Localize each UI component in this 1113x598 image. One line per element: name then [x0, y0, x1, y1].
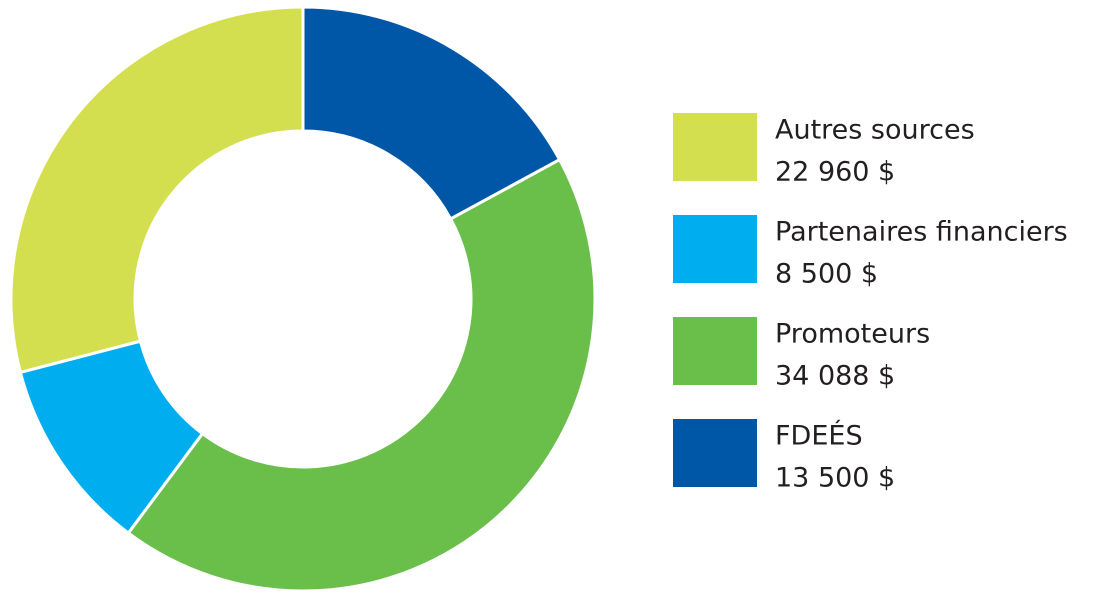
- donut-slice: [9, 5, 305, 375]
- legend-value: 8 500 $: [775, 259, 878, 290]
- legend-swatch: [673, 419, 757, 487]
- legend-value: 22 960 $: [775, 157, 895, 188]
- legend-label: Autres sources: [775, 115, 975, 146]
- legend-value: 34 088 $: [775, 361, 895, 392]
- legend-value: 13 500 $: [775, 463, 895, 494]
- legend-label: Promoteurs: [775, 319, 930, 350]
- legend-swatch: [673, 113, 757, 181]
- legend-label: Partenaires financiers: [775, 217, 1068, 248]
- legend-swatch: [673, 215, 757, 283]
- legend-label: FDEÉS: [775, 420, 863, 452]
- donut-slice: [126, 157, 597, 593]
- donut-slice: [301, 5, 562, 221]
- legend-swatch: [673, 317, 757, 385]
